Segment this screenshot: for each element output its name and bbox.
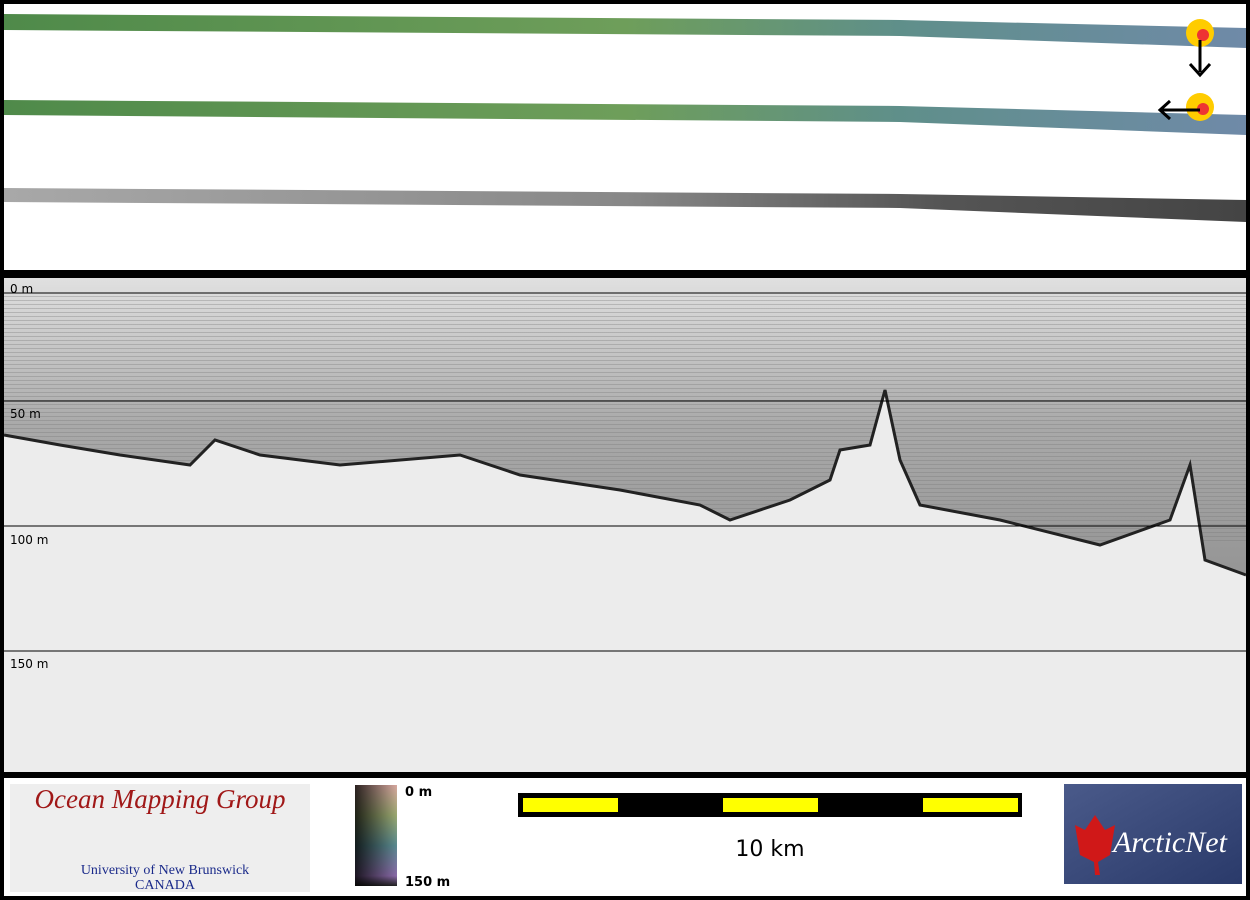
maple-leaf (1075, 815, 1115, 875)
depth-label: 100 m (10, 533, 48, 547)
swath-strip (4, 100, 1246, 135)
depth-lines (4, 292, 1246, 652)
swath-strip (4, 14, 1246, 48)
logo-line: University of New Brunswick (81, 863, 249, 878)
depth-label: 50 m (10, 407, 41, 421)
seabed (3, 389, 1247, 577)
colorbar-shade (355, 785, 397, 886)
scale-label: 10 km (735, 837, 804, 862)
scale-bar (518, 793, 1022, 817)
sub-bottom (4, 390, 1246, 772)
ship-marker (1157, 19, 1214, 121)
backscatter-strip (4, 188, 1246, 222)
logo-title: Ocean Mapping Group (35, 784, 286, 814)
colorbar-label: 150 m (405, 875, 450, 890)
depth-label: 0 m (10, 282, 33, 296)
logo-line: CANADA (135, 878, 196, 893)
logo-title: ArcticNet (1111, 826, 1228, 859)
depth-label: 150 m (10, 657, 48, 671)
logo-left (10, 784, 310, 892)
colorbar-label: 0 m (405, 785, 432, 800)
swath-panel (4, 4, 1246, 270)
